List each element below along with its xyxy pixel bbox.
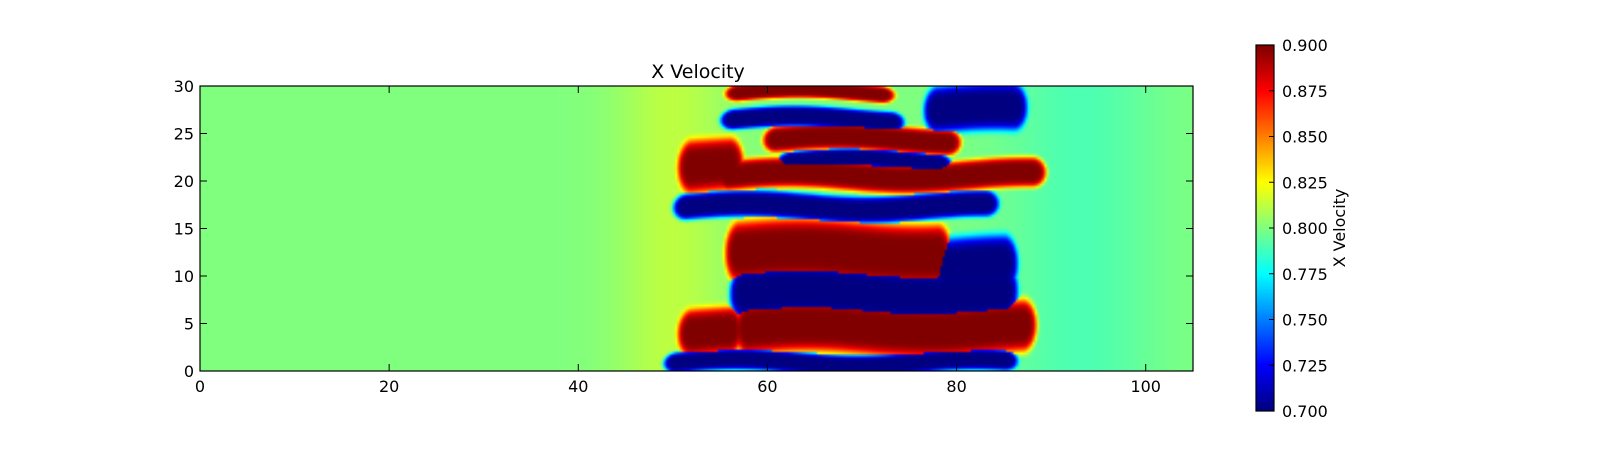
colorbar-tick-label: 0.800 [1282,219,1328,238]
y-tick-label: 5 [184,315,194,334]
y-axis: 0 5 10 15 20 25 30 [174,77,1193,381]
colorbar-ticks: 0.700 0.725 0.750 0.775 0.800 0.825 0.850 0.875… [1269,36,1328,421]
x-tick-label: 40 [568,377,588,396]
heatmap-plot-area [199,85,1194,372]
y-tick-label: 30 [174,77,194,96]
x-tick-label: 60 [757,377,777,396]
x-tick-label: 0 [195,377,205,396]
colorbar-tick-label: 0.825 [1282,173,1328,192]
x-axis: 0 20 40 60 80 100 [195,86,1161,396]
y-tick-label: 20 [174,172,194,191]
colorbar-tick-label: 0.875 [1282,82,1328,101]
colorbar: 0.700 0.725 0.750 0.775 0.800 0.825 0.850 0.875… [1255,36,1349,421]
velocity-field-image [200,86,1193,371]
chart-title: X Velocity [651,61,745,83]
x-tick-label: 80 [946,377,966,396]
colorbar-tick-label: 0.700 [1282,402,1328,421]
colorbar-tick-label: 0.750 [1282,311,1328,330]
y-tick-label: 25 [174,125,194,144]
colorbar-label: X Velocity [1330,189,1349,268]
y-tick-label: 15 [174,220,194,239]
colorbar-tick-label: 0.775 [1282,265,1328,284]
y-tick-label: 10 [174,267,194,286]
x-tick-label: 100 [1130,377,1161,396]
colorbar-tick-label: 0.725 [1282,356,1328,375]
colorbar-tick-label: 0.900 [1282,36,1328,55]
y-tick-label: 0 [184,362,194,381]
colorbar-tick-label: 0.850 [1282,128,1328,147]
x-tick-label: 20 [379,377,399,396]
